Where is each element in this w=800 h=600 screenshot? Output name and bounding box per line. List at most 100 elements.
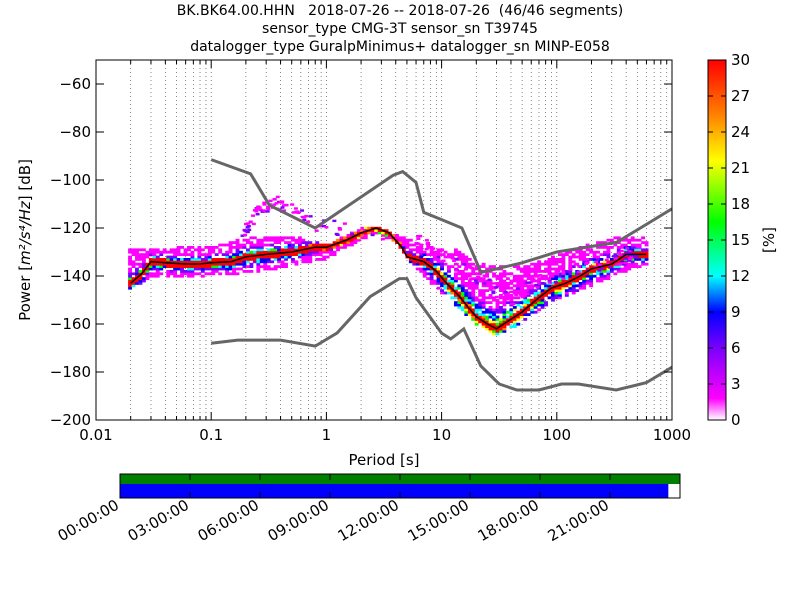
heatmap-cell	[481, 279, 486, 283]
heatmap-cell	[523, 303, 528, 307]
x-axis-label: Period [s]	[348, 451, 419, 469]
heatmap-cell	[433, 252, 438, 255]
heatmap-cell	[429, 262, 434, 266]
heatmap-cell	[440, 279, 444, 283]
heatmap-cell	[297, 250, 302, 254]
heatmap-cell	[290, 203, 295, 206]
heatmap-cell	[568, 270, 573, 273]
heatmap-cell	[176, 250, 181, 254]
heatmap-cell	[578, 270, 583, 273]
heatmap-cell	[603, 260, 607, 264]
heatmap-cell	[509, 320, 514, 324]
heatmap-cell	[349, 234, 354, 237]
heatmap-cell	[166, 265, 171, 268]
heatmap-cell	[637, 255, 642, 259]
heatmap-cell	[450, 277, 455, 280]
heatmap-cell	[540, 296, 545, 300]
heatmap-cell	[606, 238, 611, 242]
heatmap-cell	[187, 246, 191, 249]
colorbar-tick-label: 3	[731, 375, 741, 393]
heatmap-cell	[576, 270, 581, 274]
heatmap-cell	[544, 286, 548, 290]
heatmap-cell	[509, 298, 514, 302]
heatmap-cell	[485, 320, 490, 324]
heatmap-cell	[315, 250, 320, 254]
heatmap-cell	[356, 236, 361, 240]
heatmap-cell	[488, 315, 493, 319]
heatmap-cell	[620, 253, 625, 256]
heatmap-cell	[211, 250, 216, 254]
heatmap-cell	[492, 274, 496, 278]
heatmap-cell	[592, 258, 597, 261]
heatmap-cell	[504, 294, 509, 297]
heatmap-cell	[350, 232, 355, 236]
heatmap-cell	[561, 262, 566, 266]
heatmap-cell	[408, 250, 413, 254]
heatmap-cell	[627, 265, 632, 268]
heatmap-cell	[471, 318, 476, 321]
heatmap-cell	[429, 274, 434, 278]
heatmap-cell	[432, 253, 437, 257]
heatmap-cell	[284, 262, 288, 266]
coverage-bar-bottom	[120, 484, 669, 498]
heatmap-cell	[249, 255, 254, 259]
heatmap-cell	[412, 248, 417, 252]
heatmap-cell	[436, 260, 441, 264]
heatmap-cell	[561, 277, 566, 280]
y-tick-label: −180	[50, 363, 91, 381]
heatmap-cell	[578, 272, 583, 276]
heatmap-cell	[263, 243, 268, 247]
heatmap-cell	[478, 306, 483, 309]
colorbar-tick-label: 24	[731, 123, 750, 141]
heatmap-cell	[490, 285, 495, 289]
heatmap-cell	[166, 250, 171, 254]
heatmap-cell	[514, 296, 519, 299]
heatmap-cell	[526, 306, 531, 309]
heatmap-cell	[218, 258, 223, 261]
heatmap-cell	[135, 250, 139, 254]
heatmap-cell	[540, 262, 545, 266]
heatmap-cell	[457, 303, 462, 307]
heatmap-cell	[478, 265, 483, 268]
heatmap-cell	[245, 241, 250, 244]
heatmap-cell	[523, 301, 528, 304]
heatmap-cell	[528, 289, 533, 292]
heatmap-cell	[616, 260, 621, 264]
heatmap-cell	[599, 279, 604, 283]
heatmap-cell	[578, 248, 583, 252]
heatmap-cell	[294, 262, 299, 266]
plot-frame	[95, 59, 673, 421]
heatmap-cell	[644, 253, 649, 256]
heatmap-cell	[606, 248, 611, 252]
heatmap-cell	[644, 250, 649, 254]
heatmap-cell	[599, 253, 604, 256]
heatmap-cell	[509, 325, 514, 328]
heatmap-cell	[235, 250, 240, 254]
heatmap-cell	[166, 270, 171, 273]
heatmap-cell	[335, 233, 340, 237]
heatmap-cell	[343, 241, 347, 244]
heatmap-cell	[620, 267, 625, 271]
heatmap-cell	[131, 250, 136, 254]
heatmap-cell	[499, 327, 503, 331]
heatmap-cell	[280, 238, 285, 242]
heatmap-cell	[190, 274, 195, 278]
heatmap-cell	[537, 282, 542, 285]
time-tick-label: 00:00:00	[55, 496, 122, 545]
heatmap-cell	[544, 260, 548, 264]
heatmap-cell	[554, 291, 559, 295]
heatmap-cell	[214, 265, 219, 268]
heatmap-cell	[266, 255, 271, 259]
heatmap-cell	[398, 238, 403, 242]
heatmap-cell	[641, 260, 646, 264]
heatmap-cell	[169, 270, 174, 273]
heatmap-cell	[452, 259, 457, 262]
heatmap-cell	[405, 246, 410, 249]
heatmap-cell	[512, 277, 517, 280]
heatmap-cell	[561, 284, 566, 288]
heatmap-cell	[547, 286, 552, 290]
heatmap-cell	[332, 246, 337, 249]
heatmap-cell	[551, 298, 555, 302]
heatmap-cell	[485, 308, 490, 312]
heatmap-cell	[131, 284, 136, 288]
